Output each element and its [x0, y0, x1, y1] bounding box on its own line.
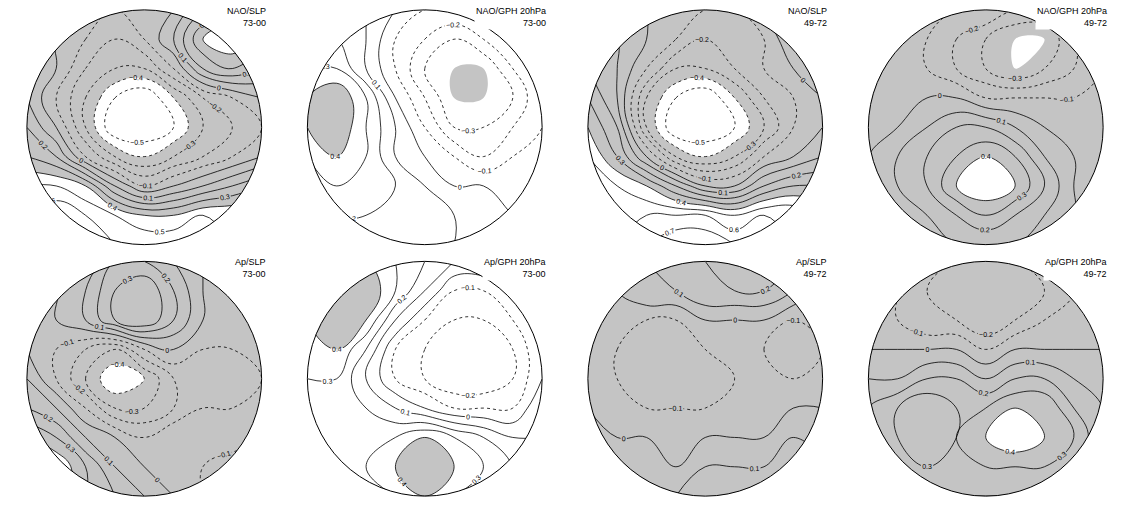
svg-text:Ap/SLP73-00: Ap/SLP73-00 [235, 257, 266, 279]
svg-text:0.3: 0.3 [322, 377, 332, 385]
svg-text:0.5: 0.5 [797, 202, 808, 210]
svg-text:NAO/GPH 20hPa73-00: NAO/GPH 20hPa73-00 [476, 6, 546, 28]
svg-text:−0.3: −0.3 [461, 127, 475, 134]
svg-text:0.3: 0.3 [122, 274, 134, 285]
svg-text:0.3: 0.3 [219, 193, 230, 202]
svg-text:0.2: 0.2 [791, 171, 802, 180]
svg-text:NAO/GPH 20hPa49-72: NAO/GPH 20hPa49-72 [1037, 6, 1107, 28]
svg-text:0.1: 0.1 [400, 407, 411, 416]
svg-text:−0.2: −0.2 [695, 36, 709, 43]
svg-text:−0.1: −0.1 [786, 317, 800, 324]
svg-text:−0.1: −0.1 [59, 337, 74, 348]
svg-text:0: 0 [938, 92, 942, 99]
svg-text:0: 0 [925, 346, 929, 353]
svg-text:0.3: 0.3 [615, 154, 627, 166]
svg-text:0.4: 0.4 [106, 201, 118, 212]
svg-text:0.1: 0.1 [750, 465, 760, 472]
svg-text:0.2: 0.2 [759, 285, 771, 296]
svg-text:0.6: 0.6 [729, 226, 739, 233]
svg-text:−0.3: −0.3 [1008, 75, 1022, 82]
svg-text:0.3: 0.3 [64, 442, 76, 454]
svg-text:0.1: 0.1 [103, 455, 115, 467]
svg-text:−0.3: −0.3 [742, 140, 757, 154]
svg-text:−0.1: −0.1 [668, 405, 682, 412]
svg-text:0.1: 0.1 [143, 194, 153, 201]
svg-text:0: 0 [165, 347, 169, 354]
svg-text:−0.1: −0.1 [461, 284, 475, 291]
svg-text:Ap/SLP49-72: Ap/SLP49-72 [796, 257, 827, 279]
svg-text:0.3: 0.3 [1016, 190, 1028, 201]
svg-text:0.2: 0.2 [37, 139, 49, 151]
svg-text:0.3: 0.3 [320, 63, 330, 70]
svg-text:0.1: 0.1 [791, 39, 802, 51]
svg-text:NAO/SLP49-72: NAO/SLP49-72 [788, 6, 827, 28]
svg-text:0: 0 [659, 164, 666, 172]
svg-text:−0.4: −0.4 [129, 74, 143, 81]
svg-text:0: 0 [622, 435, 626, 442]
svg-text:0.1: 0.1 [718, 189, 728, 196]
svg-text:0.4: 0.4 [396, 476, 408, 488]
svg-text:0.2: 0.2 [978, 389, 989, 397]
svg-text:0: 0 [733, 317, 737, 324]
svg-text:0.1: 0.1 [673, 287, 685, 298]
svg-text:0.4: 0.4 [330, 153, 340, 160]
svg-text:−0.2: −0.2 [446, 21, 460, 28]
svg-text:0: 0 [78, 156, 85, 164]
svg-text:−0.3: −0.3 [125, 408, 139, 415]
svg-text:−0.3: −0.3 [182, 139, 197, 153]
svg-text:−0.1: −0.1 [909, 327, 924, 338]
svg-text:0.4: 0.4 [1005, 448, 1016, 456]
svg-text:−0.1: −0.1 [478, 167, 492, 175]
svg-text:−0.2: −0.2 [461, 392, 475, 399]
svg-text:0.3: 0.3 [922, 463, 932, 470]
svg-text:0: 0 [216, 84, 221, 92]
svg-text:0: 0 [458, 184, 462, 191]
svg-text:−0.1: −0.1 [1059, 95, 1074, 104]
svg-text:−0.4: −0.4 [111, 361, 125, 368]
svg-text:−0.2: −0.2 [71, 381, 86, 395]
svg-text:0.2: 0.2 [396, 293, 408, 305]
svg-text:0.2: 0.2 [160, 272, 172, 284]
svg-text:0.4: 0.4 [332, 346, 342, 353]
svg-text:−0.1: −0.1 [216, 449, 231, 460]
svg-text:0.2: 0.2 [980, 226, 990, 233]
svg-text:−0.2: −0.2 [979, 331, 993, 338]
svg-text:NAO/SLP73-00: NAO/SLP73-00 [227, 6, 266, 28]
svg-text:0.3: 0.3 [470, 474, 482, 486]
svg-text:−0.5: −0.5 [691, 139, 705, 146]
svg-text:0: 0 [466, 413, 470, 420]
svg-text:0.1: 0.1 [94, 323, 105, 332]
svg-text:0.1: 0.1 [370, 79, 382, 91]
svg-text:0.4: 0.4 [232, 21, 244, 32]
svg-text:0.4: 0.4 [33, 438, 45, 448]
svg-text:0: 0 [799, 76, 807, 84]
svg-text:0.2: 0.2 [242, 69, 253, 78]
svg-text:−0.1: −0.1 [697, 174, 712, 183]
svg-text:0.2: 0.2 [346, 215, 356, 222]
svg-text:0: 0 [154, 476, 162, 484]
svg-text:Ap/GPH 20hPa73-00: Ap/GPH 20hPa73-00 [484, 257, 546, 279]
svg-text:0.3: 0.3 [1056, 450, 1068, 462]
svg-text:0.6: 0.6 [45, 197, 56, 205]
svg-text:−0.1: −0.1 [139, 182, 153, 189]
svg-text:0.5: 0.5 [155, 228, 165, 235]
svg-text:0.4: 0.4 [981, 153, 991, 160]
svg-text:−0.2: −0.2 [964, 24, 979, 35]
svg-text:0.1: 0.1 [1025, 359, 1035, 366]
svg-text:−0.5: −0.5 [130, 139, 144, 146]
svg-text:Ap/GPH 20hPa49-72: Ap/GPH 20hPa49-72 [1045, 257, 1107, 279]
svg-text:0.7: 0.7 [664, 227, 676, 237]
svg-text:−0.2: −0.2 [208, 100, 223, 114]
svg-text:−0.4: −0.4 [690, 74, 704, 81]
svg-text:0.4: 0.4 [675, 197, 686, 206]
svg-text:0.3: 0.3 [198, 18, 210, 30]
svg-text:0.1: 0.1 [177, 52, 189, 64]
svg-text:0.1: 0.1 [996, 116, 1007, 125]
svg-text:0.2: 0.2 [42, 412, 54, 423]
